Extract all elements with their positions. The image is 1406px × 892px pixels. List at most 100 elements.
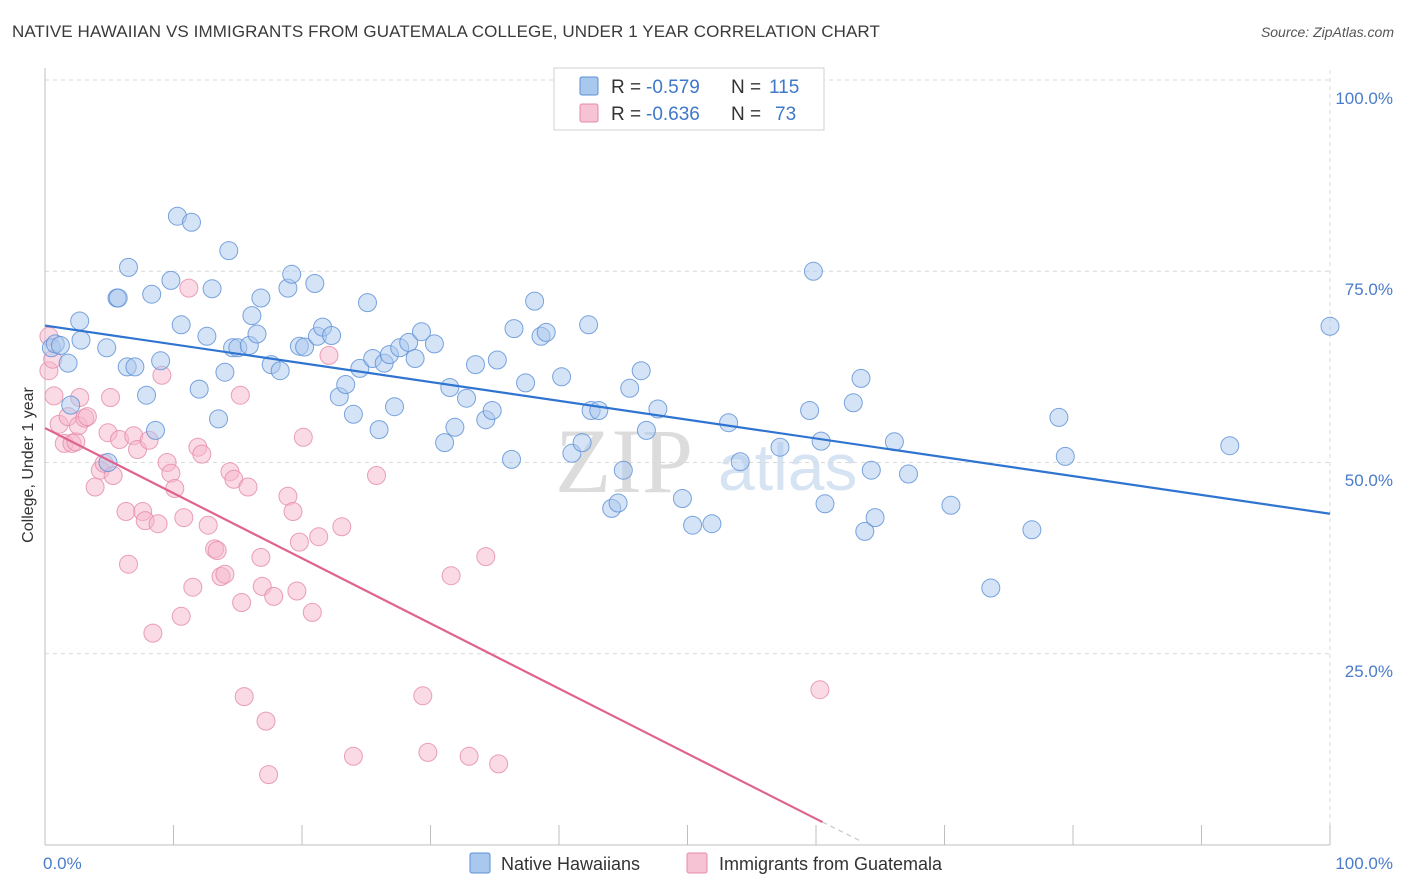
source-label: Source: ZipAtlas.com <box>1260 24 1394 40</box>
native-hawaiian-point <box>683 515 703 535</box>
native-hawaiian-point <box>613 460 633 480</box>
native-hawaiian-point <box>71 330 91 350</box>
trend-line-guatemala <box>44 427 823 824</box>
guatemala-point <box>148 514 168 534</box>
native-hawaiian-point <box>1220 436 1240 456</box>
guatemala-point <box>309 527 329 547</box>
trend-lines <box>44 324 1331 842</box>
native-hawaiian-point <box>855 521 875 541</box>
guatemala-point <box>343 746 363 766</box>
native-hawaiian-point <box>440 378 460 397</box>
bottom-legend-swatch-blue <box>469 852 491 874</box>
native-hawaiian-point <box>589 401 609 420</box>
legend-r-value-2: -0.636 <box>646 104 700 125</box>
guatemala-point <box>44 386 64 406</box>
native-hawaiian-point <box>516 373 536 393</box>
y-tick-label-75: 75.0% <box>1345 280 1393 299</box>
y-tick-label-25: 25.0% <box>1345 662 1393 681</box>
native-hawaiian-point <box>865 508 885 528</box>
native-hawaiian-point <box>119 257 138 277</box>
native-hawaiian-point <box>502 449 521 469</box>
native-hawaiian-point <box>182 212 201 232</box>
native-hawaiian-point <box>197 326 217 346</box>
guatemala-point <box>489 754 509 774</box>
guatemala-point <box>251 547 271 567</box>
guatemala-point <box>174 508 194 528</box>
native-hawaiian-point <box>70 311 90 331</box>
native-hawaiian-point <box>1320 316 1340 336</box>
native-hawaiian-point <box>189 379 209 399</box>
native-hawaiian-point <box>504 319 524 339</box>
legend-n-value-2: 73 <box>775 104 796 125</box>
guatemala-point <box>77 407 97 427</box>
legend-swatch-pink <box>579 103 599 123</box>
native-hawaiian-point <box>536 322 556 342</box>
guatemala-point <box>238 477 258 497</box>
native-hawaiian-point <box>466 355 485 375</box>
native-hawaiian-point <box>435 433 455 453</box>
native-hawaiian-point <box>50 336 70 355</box>
guatemala-point <box>192 444 212 464</box>
native-hawaiian-point <box>215 362 235 382</box>
native-hawaiian-point <box>399 332 419 352</box>
native-hawaiian-point <box>552 367 572 387</box>
native-hawaiian-point <box>336 375 356 394</box>
native-hawaiian-point <box>487 350 507 370</box>
native-hawaiian-point <box>385 397 404 417</box>
native-hawaiian-point <box>445 417 465 437</box>
native-hawaiian-point <box>770 437 790 457</box>
native-hawaiian-point <box>1049 407 1069 427</box>
guatemala-point <box>293 427 313 447</box>
native-hawaiian-point <box>579 315 599 335</box>
native-hawaiian-point <box>305 274 325 293</box>
guatemala-point <box>476 547 496 567</box>
native-hawaiian-point <box>97 338 117 358</box>
native-hawaiian-point <box>171 315 191 335</box>
guatemala-point <box>234 687 254 707</box>
bottom-legend-label-pink: Immigrants from Guatemala <box>719 854 943 874</box>
native-hawaiian-point <box>1022 520 1042 540</box>
guatemala-point <box>259 765 279 785</box>
guatemala-point <box>413 686 433 706</box>
legend-r-value-1: -0.579 <box>646 77 700 98</box>
native-hawaiian-point <box>209 409 228 429</box>
legend-r-label-2: R = <box>611 104 641 125</box>
guatemala-point <box>418 742 438 762</box>
guatemala-point <box>230 385 250 405</box>
x-tick-label-100: 100.0% <box>1335 854 1393 873</box>
native-hawaiian-point <box>482 401 502 420</box>
native-hawaiian-point <box>800 401 820 420</box>
guatemala-point <box>810 680 830 700</box>
legend-box <box>553 67 825 131</box>
guatemala-point <box>101 388 120 407</box>
guatemala-point <box>441 566 461 586</box>
native-hawaiian-point <box>572 433 592 453</box>
native-hawaiian-point <box>142 284 162 304</box>
native-hawaiian-point <box>202 279 222 299</box>
correlation-legend: R = -0.579 N = 115 R = -0.636 N = 73 <box>553 67 825 131</box>
native-hawaiian-point <box>137 385 156 405</box>
native-hawaiian-point <box>108 288 128 308</box>
native-hawaiian-point <box>251 288 271 308</box>
native-hawaiian-point <box>58 353 78 373</box>
native-hawaiian-point <box>631 361 651 381</box>
guatemala-point <box>256 711 276 731</box>
trend-line-native-hawaiians <box>44 324 1331 515</box>
native-hawaiian-point <box>358 293 377 313</box>
y-axis-title: College, Under 1 year <box>20 387 37 543</box>
guatemala-point <box>207 541 227 560</box>
native-hawaiian-point <box>247 324 267 344</box>
guatemala-point <box>287 581 307 601</box>
trend-line-guatemala-extension <box>822 821 862 842</box>
guatemala-point <box>302 602 322 622</box>
native-hawaiian-point <box>295 337 315 357</box>
guatemala-point <box>215 564 235 584</box>
native-hawaiian-point <box>861 460 881 480</box>
guatemala-point <box>179 278 199 298</box>
bottom-legend-swatch-pink <box>686 852 708 874</box>
native-hawaiian-point <box>457 388 476 408</box>
native-hawaiian-point <box>719 413 739 433</box>
native-hawaiian-point <box>161 270 181 290</box>
guatemala-point <box>283 502 303 521</box>
native-hawaiian-point <box>648 399 668 419</box>
